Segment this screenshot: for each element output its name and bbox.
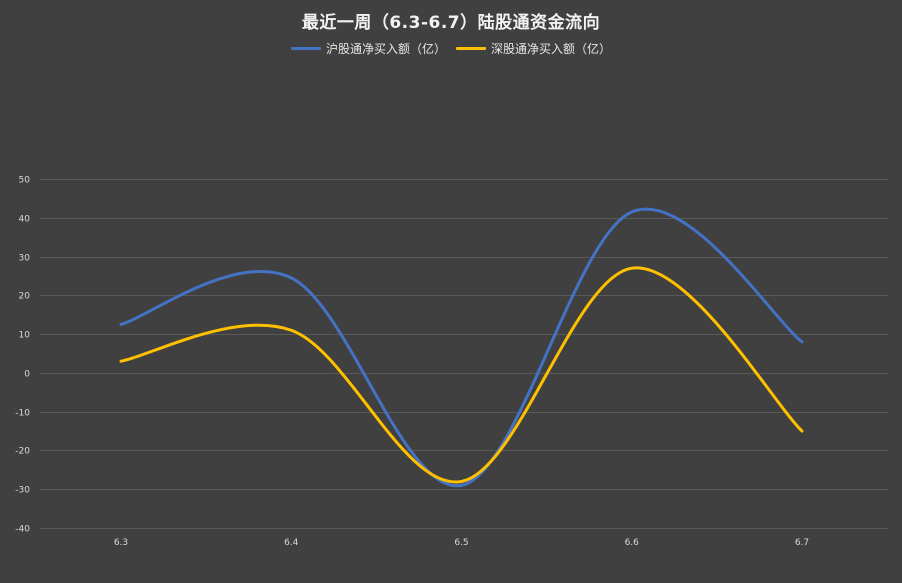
chart-legend: 沪股通净买入额（亿） 深股通净买入额（亿） <box>0 40 902 57</box>
y-tick-label: 40 <box>19 215 31 225</box>
y-tick-label: 20 <box>19 292 31 302</box>
legend-item-sz: 深股通净买入额（亿） <box>456 40 611 57</box>
chart-title: 最近一周（6.3-6.7）陆股通资金流向 <box>301 13 601 33</box>
series-line-sz <box>119 266 804 484</box>
x-tick-label: 6.5 <box>454 538 468 548</box>
y-tick-label: 0 <box>24 370 30 380</box>
x-tick-label: 6.3 <box>114 538 128 548</box>
x-tick-label: 6.6 <box>625 538 640 548</box>
y-tick-label: -30 <box>15 486 30 496</box>
legend-swatch-sz <box>456 47 486 50</box>
series-line-sh <box>119 207 804 487</box>
legend-swatch-sh <box>290 47 321 50</box>
x-tick-label: 6.4 <box>284 538 299 548</box>
legend-label-sz: 深股通净买入额（亿） <box>491 42 612 56</box>
legend-item-sh: 沪股通净买入额（亿） <box>290 40 446 57</box>
y-tick-label: 30 <box>19 254 31 264</box>
y-tick-label: 50 <box>19 176 31 186</box>
legend-label-sh: 沪股通净买入额（亿） <box>325 42 446 56</box>
y-tick-label: -10 <box>15 409 30 419</box>
y-tick-label: 10 <box>19 331 31 341</box>
y-tick-label: -40 <box>15 525 30 535</box>
y-tick-label: -20 <box>15 447 30 457</box>
x-tick-label: 6.7 <box>795 538 809 548</box>
